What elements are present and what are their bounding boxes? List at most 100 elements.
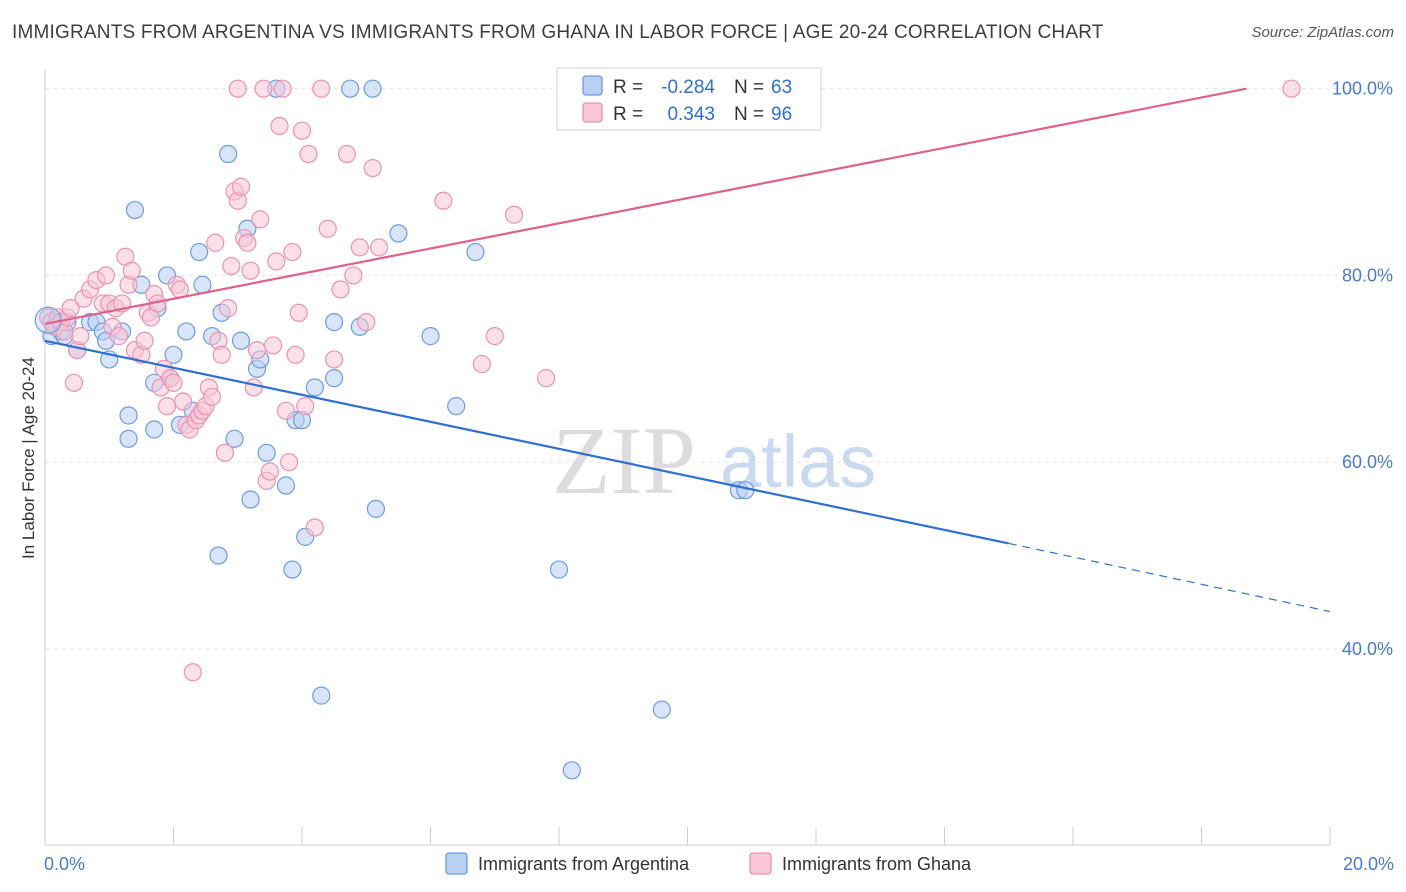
point-argentina-48 (325, 369, 344, 388)
point-ghana-65 (260, 462, 279, 481)
point-ghana-38 (174, 392, 193, 411)
point-argentina-55 (421, 327, 440, 346)
point-ghana-81 (325, 350, 344, 369)
stats-legend-swatch-ghana (582, 102, 603, 123)
point-ghana-66 (263, 336, 283, 355)
point-ghana-53 (222, 256, 241, 276)
x-tick-label-1: 20.0% (1343, 854, 1394, 874)
point-ghana-80 (318, 219, 337, 238)
stats-n-value-argentina: 63 (771, 77, 792, 98)
point-ghana-85 (350, 238, 369, 257)
point-argentina-39 (257, 443, 276, 462)
stats-legend: R = -0.284 N = 63 R = 0.343 N = 96 (556, 67, 822, 131)
point-argentina-15 (119, 429, 138, 448)
point-argentina-34 (231, 331, 251, 350)
point-argentina-27 (190, 242, 209, 262)
chart-title: IMMIGRANTS FROM ARGENTINA VS IMMIGRANTS … (12, 22, 1104, 43)
point-ghana-72 (283, 242, 302, 262)
point-argentina-18 (145, 420, 164, 439)
trend-line-ghana (44, 87, 1247, 326)
point-ghana-58 (238, 233, 257, 252)
point-argentina-36 (241, 490, 260, 509)
trend-line-argentina-extension (1008, 542, 1331, 613)
point-ghana-94 (1282, 79, 1301, 98)
x-tick-label-0: 0.0% (44, 854, 85, 874)
point-argentina-28 (193, 275, 212, 294)
point-ghana-91 (485, 327, 504, 346)
point-ghana-48 (206, 233, 225, 252)
point-ghana-15 (96, 266, 116, 285)
point-ghana-77 (299, 144, 318, 164)
watermark-zip: ZIP (552, 407, 696, 514)
y-tick-label-2: 80.0% (1342, 265, 1393, 285)
point-argentina-25 (177, 322, 196, 341)
point-argentina-42 (283, 560, 302, 579)
point-ghana-19 (109, 327, 128, 346)
point-argentina-cluster (34, 306, 62, 334)
point-ghana-75 (292, 121, 312, 140)
point-ghana-59 (241, 261, 260, 280)
trend-lines (44, 87, 1331, 613)
point-ghana-33 (157, 397, 177, 416)
point-argentina-46 (305, 378, 324, 397)
point-ghana-89 (434, 191, 453, 210)
point-ghana-23 (122, 261, 141, 280)
point-ghana-74 (289, 303, 308, 322)
stats-r-label-argentina: R = (613, 77, 643, 98)
point-ghana-87 (363, 158, 382, 178)
point-ghana-95 (228, 79, 247, 98)
point-ghana-56 (231, 177, 251, 196)
stats-n-value-ghana: 96 (771, 104, 792, 125)
legend-swatch-argentina (445, 852, 468, 875)
data-points (34, 79, 1301, 780)
y-tick-labels: 40.0% 60.0% 80.0% 100.0% (1332, 79, 1393, 659)
watermark: ZIP atlas (552, 407, 876, 514)
point-argentina-53 (366, 499, 385, 518)
stats-n-label-argentina: N = (734, 77, 764, 98)
point-argentina-52 (363, 79, 382, 98)
point-argentina-16 (125, 200, 145, 220)
point-ghana-10 (71, 327, 90, 346)
point-ghana-62 (251, 210, 270, 229)
y-tick-label-1: 60.0% (1342, 452, 1393, 472)
point-argentina-33 (225, 429, 244, 448)
stats-r-value-argentina: -0.284 (661, 77, 715, 98)
point-ghana-82 (331, 280, 350, 299)
point-argentina-14 (119, 406, 138, 425)
bottom-legend: Immigrants from Argentina Immigrants fro… (445, 852, 972, 875)
legend-swatch-ghana (749, 852, 772, 875)
point-ghana-79 (312, 79, 331, 98)
stats-n-label-ghana: N = (734, 104, 764, 125)
grid-lines (45, 88, 1392, 650)
point-argentina-59 (562, 761, 581, 780)
legend-label-argentina: Immigrants from Argentina (478, 854, 690, 874)
point-ghana-61 (247, 341, 267, 360)
point-ghana-76 (296, 397, 315, 416)
point-ghana-68 (270, 116, 289, 136)
y-tick-label-0: 40.0% (1342, 639, 1393, 659)
point-ghana-63 (254, 79, 273, 98)
point-ghana-70 (276, 401, 296, 420)
point-ghana-67 (267, 252, 286, 271)
point-argentina-56 (447, 397, 466, 416)
point-argentina-58 (549, 560, 569, 579)
point-ghana-35 (164, 373, 183, 392)
x-tick-labels: 0.0% 20.0% (44, 854, 1394, 874)
point-ghana-50 (212, 345, 231, 364)
point-ghana-86 (357, 313, 376, 332)
stats-legend-swatch-argentina (582, 75, 603, 96)
point-ghana-93 (537, 369, 556, 388)
legend-label-ghana: Immigrants from Ghana (782, 854, 972, 874)
point-argentina-32 (219, 144, 238, 164)
point-ghana-60 (244, 378, 263, 397)
point-ghana-8 (64, 373, 84, 392)
point-ghana-52 (219, 299, 238, 318)
point-ghana-26 (135, 331, 154, 350)
trend-line-argentina (44, 339, 1009, 545)
point-ghana-51 (215, 443, 234, 462)
point-ghana-73 (286, 345, 305, 364)
stats-r-value-ghana: 0.343 (667, 104, 715, 125)
point-argentina-30 (209, 546, 228, 565)
point-argentina-49 (325, 313, 344, 332)
